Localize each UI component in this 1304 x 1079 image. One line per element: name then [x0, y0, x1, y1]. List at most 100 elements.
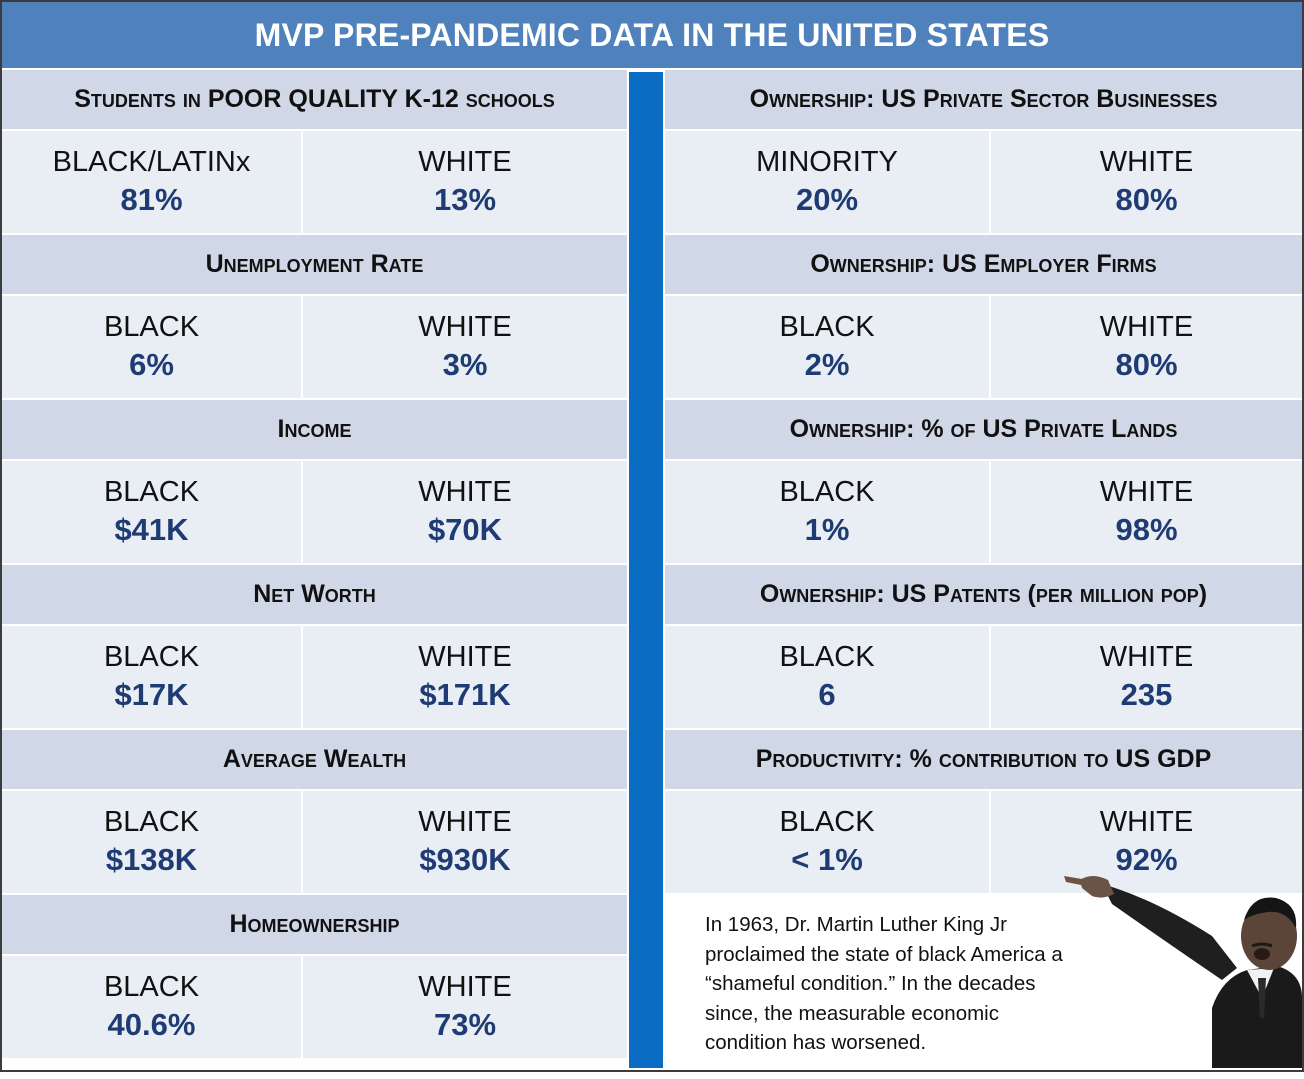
stat-cell-a: BLACK 2%: [665, 296, 989, 398]
stat-cell-a: BLACK $41K: [2, 461, 301, 563]
stat-cell-a: BLACK/LATINx 81%: [2, 131, 301, 233]
stat-row: MINORITY 20% WHITE 80%: [665, 131, 1302, 235]
group-label: BLACK: [103, 311, 200, 343]
group-value: 13%: [433, 182, 497, 217]
group-value: 98%: [1115, 512, 1178, 547]
stat-heading: Net Worth: [2, 565, 627, 626]
group-label: BLACK: [103, 971, 200, 1003]
stat-cell-b: WHITE 80%: [989, 131, 1302, 233]
stat-row: BLACK 2% WHITE 80%: [665, 296, 1302, 400]
stat-cell-a: BLACK 1%: [665, 461, 989, 563]
group-value: $70K: [427, 512, 503, 547]
page-title: MVP PRE-PANDEMIC DATA IN THE UNITED STAT…: [2, 2, 1302, 68]
stat-heading: Ownership: US Patents (per million pop): [665, 565, 1302, 626]
group-label: BLACK: [103, 641, 200, 673]
stat-block: Ownership: US Patents (per million pop) …: [665, 565, 1302, 730]
group-value: 20%: [795, 182, 859, 217]
stat-cell-a: MINORITY 20%: [665, 131, 989, 233]
stat-cell-b: WHITE 13%: [301, 131, 627, 233]
stat-block: Ownership: US Employer Firms BLACK 2% WHI…: [665, 235, 1302, 400]
stat-block: Students in POOR QUALITY K-12 schools BL…: [2, 70, 627, 235]
stat-heading: Income: [2, 400, 627, 461]
group-value: 80%: [1115, 182, 1178, 217]
group-label: BLACK: [779, 641, 875, 673]
group-value: 1%: [804, 512, 850, 547]
quote-box: In 1963, Dr. Martin Luther King Jr procl…: [665, 876, 1302, 1068]
group-label: WHITE: [1099, 311, 1194, 343]
stat-heading: Homeownership: [2, 895, 627, 956]
stat-row: BLACK $17K WHITE $171K: [2, 626, 627, 730]
stat-row: BLACK $41K WHITE $70K: [2, 461, 627, 565]
group-value: 73%: [433, 1007, 497, 1042]
group-value: 2%: [804, 347, 850, 382]
stat-cell-b: WHITE $930K: [301, 791, 627, 893]
pointing-orator-illustration: [1064, 876, 1302, 1068]
stat-block: Average Wealth BLACK $138K WHITE $930K: [2, 730, 627, 895]
stat-cell-b: WHITE 80%: [989, 296, 1302, 398]
group-value: 6%: [129, 347, 174, 382]
group-label: WHITE: [418, 971, 512, 1003]
stat-row: BLACK 40.6% WHITE 73%: [2, 956, 627, 1060]
group-label: WHITE: [1099, 476, 1194, 508]
stat-block: Productivity: % contribution to US GDP B…: [665, 730, 1302, 895]
right-column: Ownership: US Private Sector Businesses …: [665, 70, 1302, 895]
stat-cell-b: WHITE 92%: [989, 791, 1302, 893]
group-label: WHITE: [418, 146, 512, 178]
group-label: BLACK: [103, 476, 200, 508]
group-label: BLACK: [103, 806, 200, 838]
stat-row: BLACK 6 WHITE 235: [665, 626, 1302, 730]
stat-cell-a: BLACK < 1%: [665, 791, 989, 893]
stat-cell-b: WHITE 73%: [301, 956, 627, 1058]
stat-cell-a: BLACK 40.6%: [2, 956, 301, 1058]
group-value: 235: [1120, 677, 1173, 712]
group-label: MINORITY: [756, 146, 898, 178]
group-label: WHITE: [418, 311, 512, 343]
column-divider: [629, 72, 663, 1068]
stat-cell-b: WHITE $171K: [301, 626, 627, 728]
stat-cell-b: WHITE 235: [989, 626, 1302, 728]
stat-heading: Students in POOR QUALITY K-12 schools: [2, 70, 627, 131]
group-value: 40.6%: [107, 1007, 196, 1042]
quote-text: In 1963, Dr. Martin Luther King Jr procl…: [705, 913, 1063, 1054]
stat-block: Homeownership BLACK 40.6% WHITE 73%: [2, 895, 627, 1060]
group-label: BLACK: [779, 476, 875, 508]
group-label: WHITE: [1099, 806, 1194, 838]
stat-cell-a: BLACK $17K: [2, 626, 301, 728]
group-label: BLACK/LATINx: [52, 146, 251, 178]
stat-cell-b: WHITE $70K: [301, 461, 627, 563]
stat-block: Unemployment Rate BLACK 6% WHITE 3%: [2, 235, 627, 400]
group-value: $41K: [114, 512, 189, 547]
group-value: $138K: [105, 842, 198, 877]
stat-block: Income BLACK $41K WHITE $70K: [2, 400, 627, 565]
stat-row: BLACK 6% WHITE 3%: [2, 296, 627, 400]
stat-heading: Ownership: % of US Private Lands: [665, 400, 1302, 461]
group-value: 92%: [1115, 842, 1178, 877]
stat-heading: Productivity: % contribution to US GDP: [665, 730, 1302, 791]
group-label: WHITE: [1099, 146, 1194, 178]
group-value: 3%: [442, 347, 488, 382]
group-value: 6: [818, 677, 836, 712]
stat-heading: Unemployment Rate: [2, 235, 627, 296]
stat-row: BLACK $138K WHITE $930K: [2, 791, 627, 895]
stat-row: BLACK/LATINx 81% WHITE 13%: [2, 131, 627, 235]
stat-heading: Ownership: US Private Sector Businesses: [665, 70, 1302, 131]
stat-block: Ownership: US Private Sector Businesses …: [665, 70, 1302, 235]
stat-cell-b: WHITE 98%: [989, 461, 1302, 563]
stat-block: Ownership: % of US Private Lands BLACK 1%…: [665, 400, 1302, 565]
stat-block: Net Worth BLACK $17K WHITE $171K: [2, 565, 627, 730]
stat-cell-a: BLACK $138K: [2, 791, 301, 893]
group-label: BLACK: [779, 806, 875, 838]
group-value: $171K: [419, 677, 511, 712]
group-value: < 1%: [791, 842, 863, 877]
stat-row: BLACK 1% WHITE 98%: [665, 461, 1302, 565]
stat-heading: Average Wealth: [2, 730, 627, 791]
stat-heading: Ownership: US Employer Firms: [665, 235, 1302, 296]
group-label: WHITE: [1099, 641, 1194, 673]
group-value: $17K: [114, 677, 189, 712]
group-value: 80%: [1115, 347, 1178, 382]
group-value: 81%: [120, 182, 183, 217]
stat-cell-a: BLACK 6: [665, 626, 989, 728]
left-column: Students in POOR QUALITY K-12 schools BL…: [2, 70, 627, 1060]
group-label: WHITE: [418, 641, 512, 673]
